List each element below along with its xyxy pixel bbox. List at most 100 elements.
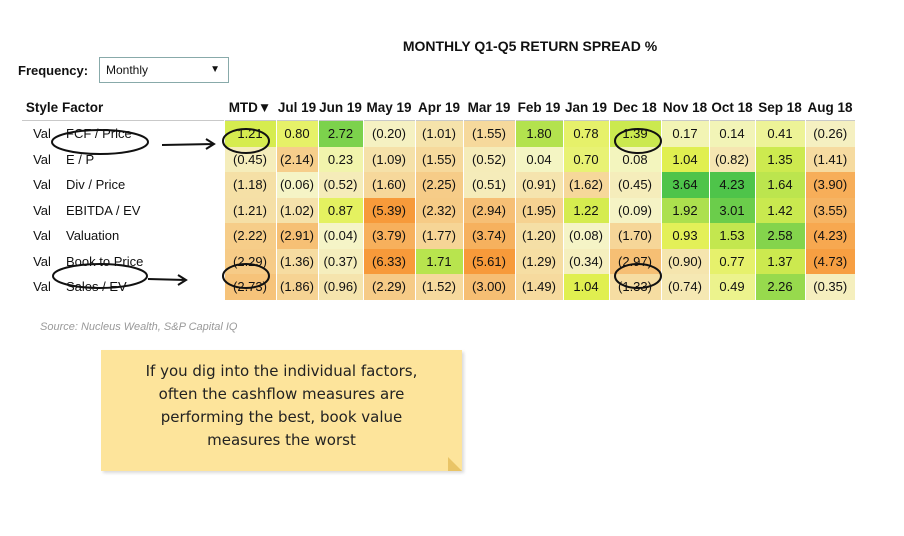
value-cell: (1.60) xyxy=(362,172,415,198)
factor-cell: EBITDA / EV xyxy=(62,197,224,223)
factor-cell: Sales / EV xyxy=(62,274,224,300)
value-cell: (1.55) xyxy=(462,120,515,147)
value-cell: (1.95) xyxy=(514,197,563,223)
col-header-period[interactable]: Jan 19 xyxy=(564,99,608,115)
value-cell: (1.29) xyxy=(514,248,563,274)
frequency-select-value: Monthly xyxy=(106,63,149,77)
value-cell: 0.49 xyxy=(708,274,755,300)
value-cell: 1.22 xyxy=(562,197,609,223)
value-cell: (0.82) xyxy=(708,146,755,172)
style-cell: Val xyxy=(22,274,62,300)
source-caption: Source: Nucleus Wealth, S&P Capital IQ xyxy=(40,321,238,333)
value-cell: (1.01) xyxy=(414,120,463,147)
page-title: MONTHLY Q1-Q5 RETURN SPREAD % xyxy=(402,38,658,54)
value-cell: (1.49) xyxy=(514,274,563,300)
table-row: Val FCF / Price 1.21 0.80 2.72 (0.20) (1.01) (1… xyxy=(22,120,855,147)
value-cell: 2.26 xyxy=(754,274,805,300)
col-header-period[interactable]: Nov 18 xyxy=(662,99,708,115)
style-cell: Val xyxy=(22,223,62,249)
value-cell: (5.61) xyxy=(462,248,515,274)
frequency-label: Frequency: xyxy=(18,63,89,78)
value-cell: (1.86) xyxy=(275,274,318,300)
value-cell: (3.79) xyxy=(362,223,415,249)
factor-cell: E / P xyxy=(62,146,224,172)
col-header-period[interactable]: Oct 18 xyxy=(711,99,753,115)
col-header-period[interactable]: MTD▼ xyxy=(228,99,272,115)
col-header-factor[interactable]: Factor xyxy=(62,99,104,115)
arrow-icon xyxy=(147,274,188,286)
value-cell: 1.53 xyxy=(708,223,755,249)
value-cell: (0.09) xyxy=(608,197,661,223)
value-cell: (2.25) xyxy=(414,172,463,198)
table-row: Val Book to Price (2.29) (1.36) (0.37) (6.33)… xyxy=(22,248,855,274)
value-cell: (2.32) xyxy=(414,197,463,223)
factor-cell: Valuation xyxy=(62,223,224,249)
value-cell: (2.29) xyxy=(362,274,415,300)
table-row: Val Sales / EV (2.73) (1.86) (0.96) (2.29) (1.… xyxy=(22,274,855,300)
value-cell: 1.64 xyxy=(754,172,805,198)
col-header-period[interactable]: Jul 19 xyxy=(277,99,317,115)
value-cell: (3.90) xyxy=(804,172,855,198)
col-header-style[interactable]: Style xyxy=(25,99,59,115)
value-cell: (3.55) xyxy=(804,197,855,223)
note-fold xyxy=(448,457,462,471)
sticky-note-line: performing the best, book value xyxy=(160,408,403,426)
value-cell: 1.39 xyxy=(608,120,661,147)
factor-cell: Book to Price xyxy=(62,248,224,274)
table-row: Val Div / Price (1.18) (0.06) (0.52) (1.60) (2… xyxy=(22,172,855,198)
value-cell: 1.42 xyxy=(754,197,805,223)
value-cell: 0.77 xyxy=(708,248,755,274)
value-cell: (1.02) xyxy=(275,197,318,223)
value-cell: (0.74) xyxy=(660,274,709,300)
value-cell: (0.20) xyxy=(362,120,415,147)
value-cell: (0.45) xyxy=(223,146,276,172)
value-cell: (0.06) xyxy=(275,172,318,198)
table-row: Val Valuation (2.22) (2.91) (0.04) (3.79) (1.7… xyxy=(22,223,855,249)
value-cell: (0.90) xyxy=(660,248,709,274)
value-cell: (0.08) xyxy=(562,223,609,249)
value-cell: (2.14) xyxy=(275,146,318,172)
table-row: Val EBITDA / EV (1.21) (1.02) 0.87 (5.39) (2.3… xyxy=(22,197,855,223)
value-cell: 0.41 xyxy=(754,120,805,147)
value-cell: 0.70 xyxy=(562,146,609,172)
value-cell: (1.09) xyxy=(362,146,415,172)
value-cell: (3.74) xyxy=(462,223,515,249)
value-cell: 1.92 xyxy=(660,197,709,223)
sticky-note-line: measures the worst xyxy=(207,431,356,449)
col-header-period[interactable]: Aug 18 xyxy=(807,99,853,115)
value-cell: 3.01 xyxy=(708,197,755,223)
col-header-period[interactable]: Feb 19 xyxy=(517,99,561,115)
value-cell: (0.52) xyxy=(317,172,363,198)
value-cell: (0.91) xyxy=(514,172,563,198)
value-cell: (2.94) xyxy=(462,197,515,223)
value-cell: (1.77) xyxy=(414,223,463,249)
annotation-circle xyxy=(51,129,149,155)
arrow-icon xyxy=(161,138,216,150)
value-cell: 1.04 xyxy=(562,274,609,300)
sticky-note-line: If you dig into the individual factors, xyxy=(145,362,418,380)
style-cell: Val xyxy=(22,120,62,147)
return-spread-table: Style Factor MTD▼ Jul 19 Jun 19 May 19 A… xyxy=(22,94,855,300)
value-cell: (0.34) xyxy=(562,248,609,274)
value-cell: (4.23) xyxy=(804,223,855,249)
sticky-note-text: If you dig into the individual factors, … xyxy=(111,360,452,452)
frequency-select[interactable]: Monthly ▼ xyxy=(99,57,229,83)
value-cell: (1.55) xyxy=(414,146,463,172)
value-cell: (1.33) xyxy=(608,274,661,300)
col-header-period[interactable]: May 19 xyxy=(366,99,412,115)
col-header-period[interactable]: Sep 18 xyxy=(758,99,802,115)
value-cell: (1.36) xyxy=(275,248,318,274)
value-cell: (2.29) xyxy=(223,248,276,274)
value-cell: (1.41) xyxy=(804,146,855,172)
col-header-period[interactable]: Jun 19 xyxy=(319,99,362,115)
value-cell: (0.35) xyxy=(804,274,855,300)
value-cell: (3.00) xyxy=(462,274,515,300)
value-cell: 0.04 xyxy=(514,146,563,172)
col-header-period[interactable]: Dec 18 xyxy=(613,99,657,115)
value-cell: 2.58 xyxy=(754,223,805,249)
col-header-period[interactable]: Mar 19 xyxy=(467,99,511,115)
col-header-period[interactable]: Apr 19 xyxy=(417,99,461,115)
style-cell: Val xyxy=(22,248,62,274)
chevron-down-icon: ▼ xyxy=(210,64,220,75)
